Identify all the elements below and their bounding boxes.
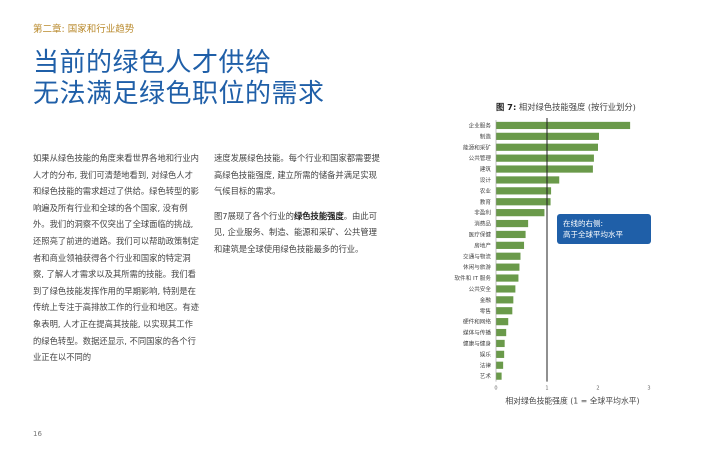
category-label-0: 企业服务 bbox=[469, 121, 492, 129]
page-number: 16 bbox=[33, 430, 42, 438]
x-tick-label-1: 1 bbox=[545, 386, 548, 392]
category-label-22: 法律 bbox=[480, 361, 492, 369]
headline: 当前的绿色人才供给 无法满足绿色职位的需求 bbox=[33, 48, 325, 110]
bar-4 bbox=[496, 165, 593, 173]
category-label-4: 建筑 bbox=[480, 165, 492, 173]
callout-box: 在线的右侧: 高于全球平均水平 bbox=[557, 214, 651, 244]
chapter-label: 第二章: 国家和行业趋势 bbox=[33, 24, 135, 35]
category-label-19: 媒体与传播 bbox=[463, 329, 491, 337]
category-label-2: 能源和采矿 bbox=[463, 143, 491, 151]
bar-18 bbox=[496, 318, 509, 326]
headline-line-2: 无法满足绿色职位的需求 bbox=[33, 79, 325, 109]
category-label-20: 健康与健身 bbox=[463, 339, 491, 347]
bar-15 bbox=[496, 285, 516, 293]
category-label-5: 设计 bbox=[480, 176, 492, 184]
bar-3 bbox=[496, 154, 594, 162]
x-tick-label-3: 3 bbox=[647, 386, 650, 392]
figure-reference-text: 图7展现了各个行业的 bbox=[214, 210, 294, 221]
category-label-10: 医疗保健 bbox=[469, 230, 492, 238]
category-label-8: 非盈利 bbox=[474, 209, 491, 217]
category-label-15: 公共安全 bbox=[469, 285, 492, 293]
x-tick-label-2: 2 bbox=[596, 386, 599, 392]
body-paragraph-1: 如果从绿色技能的角度来看世界各地和行业内人才的分布, 我们可清楚地看到, 对绿色… bbox=[33, 153, 199, 363]
bar-chart: 企业服务制造能源和采矿公共管理建筑设计农业教育非盈利消费品医疗保健房地产交通与物… bbox=[454, 118, 651, 406]
figure-label: 图 7: bbox=[496, 102, 517, 112]
bar-5 bbox=[496, 176, 560, 184]
category-label-16: 金融 bbox=[480, 296, 492, 304]
bar-14 bbox=[496, 274, 519, 282]
category-label-18: 硬件和网络 bbox=[463, 318, 491, 326]
category-label-3: 公共管理 bbox=[469, 154, 492, 162]
x-axis-label: 相对绿色技能强度 (1 = 全球平均水平) bbox=[505, 396, 639, 406]
body-paragraph-3: 图7展现了各个行业的绿色技能强度。由此可见, 企业服务、制造、能源和采矿、公共管… bbox=[214, 208, 382, 258]
category-label-13: 休闲与旅游 bbox=[463, 263, 491, 271]
bar-7 bbox=[496, 198, 551, 206]
body-column-2: 速度发展绿色技能。每个行业和国家都需要提高绿色技能强度, 建立所需的储备并满足实… bbox=[214, 150, 382, 266]
bar-12 bbox=[496, 252, 521, 260]
bar-10 bbox=[496, 230, 526, 239]
bar-6 bbox=[496, 187, 552, 195]
category-label-21: 娱乐 bbox=[480, 350, 492, 358]
figure-title-text: 相对绿色技能强度 (按行业划分) bbox=[518, 102, 636, 112]
figure-summary-text: 。由此可见, 企业服务、制造、能源和采矿、公共管理和建筑是全球使用绿色技能最多的… bbox=[214, 210, 377, 254]
body-column-1: 如果从绿色技能的角度来看世界各地和行业内人才的分布, 我们可清楚地看到, 对绿色… bbox=[33, 150, 201, 374]
bar-1 bbox=[496, 132, 600, 140]
bar-9 bbox=[496, 219, 529, 228]
category-label-12: 交通与物流 bbox=[463, 252, 491, 260]
bar-0 bbox=[496, 121, 631, 130]
category-label-9: 消费品 bbox=[474, 220, 491, 228]
callout-line-2: 高于全球平均水平 bbox=[563, 230, 623, 239]
bar-16 bbox=[496, 296, 514, 304]
callout-line-1: 在线的右侧: bbox=[563, 219, 604, 228]
emphasis-green-skill-intensity: 绿色技能强度 bbox=[293, 210, 344, 221]
bar-19 bbox=[496, 328, 507, 337]
category-label-1: 制造 bbox=[480, 132, 492, 140]
category-label-17: 零售 bbox=[480, 307, 492, 315]
category-label-11: 房地产 bbox=[474, 241, 491, 249]
category-label-6: 农业 bbox=[480, 187, 492, 195]
bar-17 bbox=[496, 307, 513, 315]
body-paragraph-2: 速度发展绿色技能。每个行业和国家都需要提高绿色技能强度, 建立所需的储备并满足实… bbox=[214, 153, 380, 197]
category-label-7: 教育 bbox=[480, 198, 492, 206]
headline-line-1: 当前的绿色人才供给 bbox=[33, 48, 272, 78]
bar-23 bbox=[496, 372, 502, 380]
bar-22 bbox=[496, 361, 504, 369]
bar-20 bbox=[496, 339, 505, 348]
bar-8 bbox=[496, 209, 545, 217]
bar-21 bbox=[496, 350, 505, 358]
bar-11 bbox=[496, 241, 525, 249]
x-tick-label-0: 0 bbox=[494, 386, 497, 392]
category-label-14: 软件和 IT 服务 bbox=[454, 274, 491, 282]
figure-title: 图 7: 相对绿色技能强度 (按行业划分) bbox=[496, 101, 636, 113]
category-label-23: 艺术 bbox=[480, 372, 492, 380]
bar-13 bbox=[496, 263, 520, 271]
